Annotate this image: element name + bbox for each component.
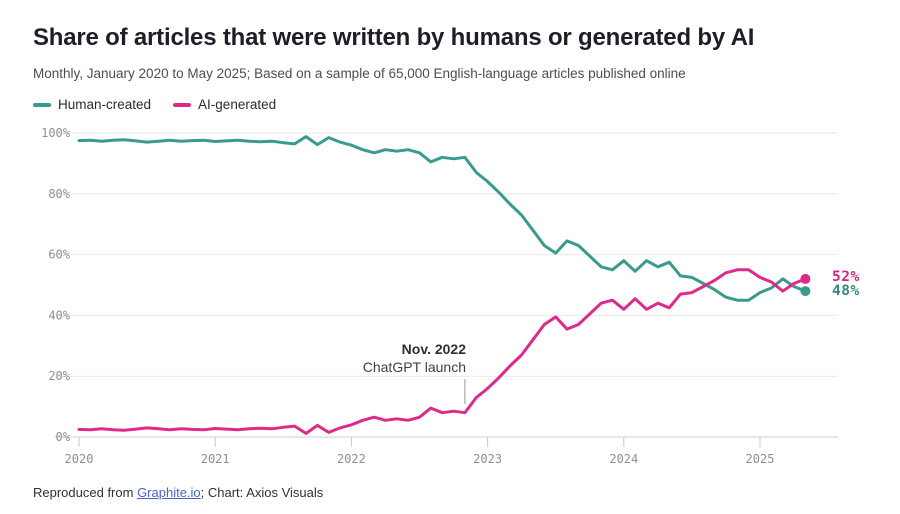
- x-axis-tick-label: 2021: [201, 452, 230, 466]
- end-label-ai-generated: 52%: [832, 269, 860, 285]
- source-suffix: ; Chart: Axios Visuals: [200, 485, 324, 500]
- source-prefix: Reproduced from: [33, 485, 138, 500]
- y-axis-tick-label: 60%: [48, 248, 70, 262]
- y-axis-tick-label: 40%: [48, 308, 70, 322]
- x-axis-tick-label: 2024: [609, 452, 638, 466]
- y-axis-tick-label: 20%: [48, 369, 70, 383]
- end-label-human-created: 48%: [832, 283, 860, 299]
- annotation-text: ChatGPT launch: [362, 358, 466, 375]
- series-line-ai: [77, 268, 807, 435]
- legend-label-ai: AI-generated: [198, 97, 277, 112]
- x-axis-tick-label: 2023: [473, 452, 502, 466]
- y-axis-tick-label: 80%: [48, 187, 70, 201]
- end-dot-ai: [800, 273, 811, 284]
- legend-item-ai: AI-generated: [173, 97, 276, 112]
- legend-swatch-human-icon: [33, 102, 51, 107]
- x-axis-tick-label: 2020: [65, 452, 94, 466]
- legend-swatch-ai-icon: [173, 102, 192, 107]
- y-axis-tick-label: 0%: [56, 430, 71, 444]
- series-line-human: [77, 135, 807, 302]
- legend: Human-created AI-generated: [33, 97, 276, 112]
- chart-title: Share of articles that were written by h…: [33, 24, 755, 51]
- end-dot-human: [800, 286, 811, 297]
- legend-label-human: Human-created: [58, 97, 152, 112]
- y-axis-tick-label: 100%: [41, 126, 71, 140]
- annotation-chatgpt-launch: Nov. 2022 ChatGPT launch: [363, 341, 466, 376]
- annotation-title: Nov. 2022: [401, 341, 466, 357]
- chart-subtitle: Monthly, January 2020 to May 2025; Based…: [33, 66, 686, 81]
- x-axis-tick-label: 2022: [337, 452, 366, 466]
- graphite-link[interactable]: Graphite.io: [137, 485, 201, 500]
- x-axis-tick-label: 2025: [746, 452, 775, 466]
- legend-item-human: Human-created: [33, 97, 151, 112]
- source-line: Reproduced from Graphite.io; Chart: Axio…: [33, 485, 323, 500]
